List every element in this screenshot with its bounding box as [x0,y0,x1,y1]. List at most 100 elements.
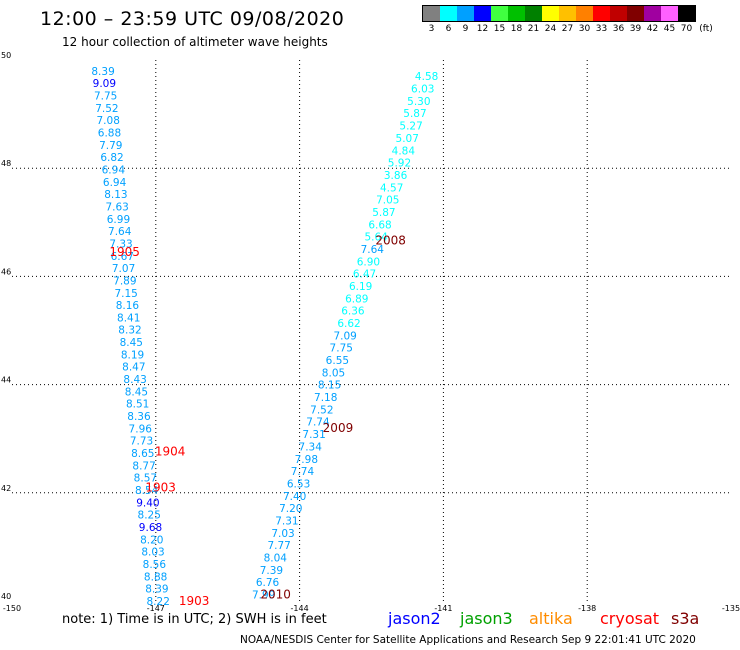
wave-height-value: 7.31 [302,429,325,441]
wave-height-value: 4.57 [380,182,403,194]
pass-time-label: 2009 [323,421,354,435]
lat-tick-label: 50 [1,51,11,60]
wave-height-value: 8.51 [126,399,149,411]
wave-height-value: 7.15 [114,288,137,300]
wave-height-value: 8.43 [123,374,146,386]
legend-bin-label: 12 [476,24,489,34]
satellite-name: jason2 [388,609,441,628]
wave-height-value: 4.84 [392,145,416,157]
wave-height-value: 7.31 [275,515,298,527]
wave-height-value: 8.39 [145,584,168,596]
wave-height-value: 6.47 [353,269,376,281]
wave-height-value: 8.54 [135,485,159,497]
pass-time-label: 1903 [145,480,176,494]
wave-height-value: 8.39 [91,66,114,78]
wave-height-value: 5.27 [399,121,422,133]
lon-tick-label: -147 [147,604,165,613]
wave-height-value: 7.05 [376,195,399,207]
wave-height-value: 6.68 [368,219,391,231]
legend-swatch [576,6,593,21]
wave-height-value: 6.19 [349,281,372,293]
wave-height-value: 6.36 [341,306,365,318]
credit-line: NOAA/NESDIS Center for Satellite Applica… [240,634,696,646]
wave-height-value: 7.64 [108,226,132,238]
legend-bin-label: 33 [595,24,608,34]
wave-height-value: 8.03 [141,547,164,559]
pass-time-label: 1903 [179,594,210,608]
legend-swatch [440,6,457,21]
satellite-name: s3a [671,609,700,628]
wave-height-value: 6.76 [256,577,280,589]
wave-height-value: 7.64 [361,244,385,256]
wave-height-value: 7.20 [279,503,302,515]
legend-bin-label: 18 [510,24,523,34]
wave-height-value: 7.40 [283,491,306,503]
wave-height-value: 6.94 [103,177,127,189]
wave-height-value: 8.65 [131,448,154,460]
legend-swatch [508,6,525,21]
wave-height-value: 5.87 [372,207,395,219]
wave-height-value: 8.56 [143,559,167,571]
wave-height-value: 6.55 [326,355,349,367]
wave-height-value: 7.52 [310,404,333,416]
legend-swatch [644,6,661,21]
lat-tick-label: 44 [1,376,11,385]
legend-bin-label: 39 [629,24,642,34]
wave-height-value: 6.99 [107,214,130,226]
wave-height-value: 7.75 [94,90,117,102]
wave-height-value: 8.41 [117,312,140,324]
legend-bin-label: 24 [544,24,557,34]
wave-height-value: 7.74 [306,417,330,429]
wave-height-value: 7.52 [95,103,118,115]
wave-height-value: 7.34 [299,441,323,453]
legend-swatch [423,6,440,21]
wave-height-value: 5.92 [388,158,411,170]
pass-time-label: 1904 [155,445,186,459]
legend-bin-label: 27 [561,24,574,34]
legend-bin-label: 30 [578,24,591,34]
legend-swatch [610,6,627,21]
legend-unit-label: (ft) [699,24,713,34]
wave-height-value: 8.45 [120,337,143,349]
wave-height-value: 9.09 [93,78,116,90]
wave-height-value: 7.09 [333,330,356,342]
legend-swatch [661,6,678,21]
chart-subtitle: 12 hour collection of altimeter wave hei… [62,35,328,49]
satellite-name: cryosat [600,609,660,628]
wave-height-value: 7.89 [113,275,136,287]
legend-swatch [593,6,610,21]
wave-height-value: 7.03 [271,528,294,540]
legend-swatch [457,6,474,21]
wave-height-value: 8.57 [134,473,157,485]
legend-bin-label: 3 [428,24,435,34]
wave-height-value: 8.22 [147,596,170,608]
wave-height-value: 9.40 [136,497,159,509]
wave-height-value: 8.04 [264,552,288,564]
wave-height-value: 7.73 [130,436,153,448]
wave-height-value: 8.19 [121,349,144,361]
pass-time-label: 2008 [375,234,406,248]
legend-swatch [542,6,559,21]
wave-height-value: 9.68 [139,522,162,534]
legend-bin-label: 9 [462,24,469,34]
lon-tick-label: -138 [578,604,596,613]
pass-time-label: 1905 [109,245,140,259]
wave-height-value: 5.64 [364,232,388,244]
lat-tick-label: 48 [1,159,11,168]
wave-height-value: 6.82 [100,152,123,164]
legend-bin-label: 15 [493,24,506,34]
legend-swatch [525,6,542,21]
wave-height-value: 8.05 [322,367,345,379]
lon-tick-label: -141 [434,604,452,613]
wave-height-value: 8.25 [138,510,161,522]
wave-height-value: 8.15 [318,380,341,392]
wave-height-value: 8.36 [127,411,151,423]
wave-height-value: 7.74 [291,466,315,478]
wave-height-value: 6.03 [411,84,434,96]
legend-swatch [474,6,491,21]
wave-height-value: 8.47 [122,362,145,374]
wave-height-value: 5.30 [407,96,430,108]
legend-labels: 3 6 9 12 15 18 21 24 27 30 33 36 39 42 45 70 (ft) [422,22,713,36]
legend-swatch [559,6,576,21]
